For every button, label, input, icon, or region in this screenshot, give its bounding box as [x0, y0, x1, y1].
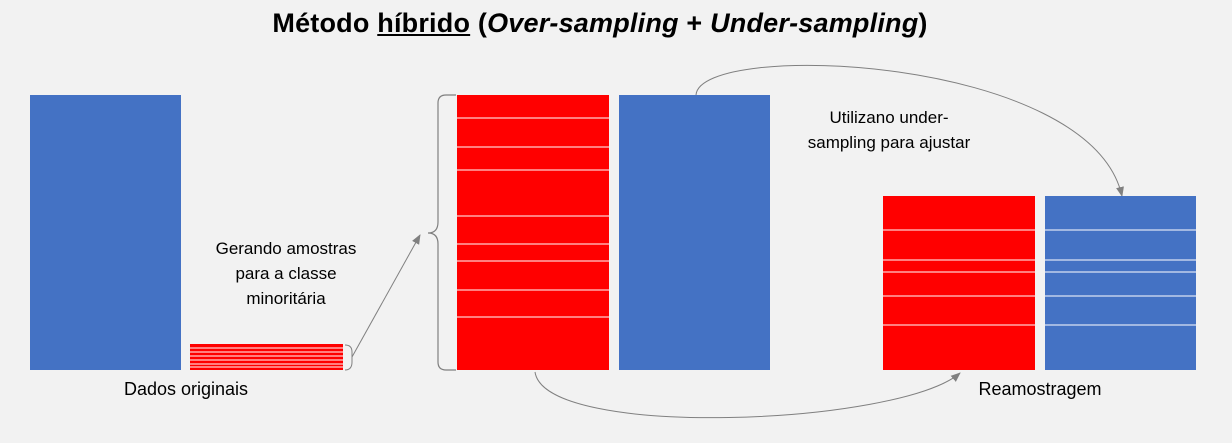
label-resampled: Reamostragem — [978, 379, 1102, 399]
majority-copy-block — [619, 95, 770, 370]
label-undersampling-line2: sampling para ajustar — [807, 133, 971, 152]
title-under-sampling: Under-sampling — [710, 8, 919, 38]
label-generating-line2: para a classe — [235, 264, 337, 283]
title-hybrid: híbrido — [377, 8, 471, 38]
label-generating-line3: minoritária — [246, 289, 326, 308]
original-minority-block — [190, 344, 353, 371]
label-generating-line1: Gerando amostras — [215, 239, 357, 258]
resampled-minority-block — [883, 196, 1035, 370]
label-undersampling: Utilizano under- sampling para ajustar — [783, 105, 995, 155]
title-over-sampling: Over-sampling — [487, 8, 679, 38]
label-original-data: Dados originais — [123, 379, 249, 399]
resampled-majority-block — [1045, 196, 1196, 370]
oversampling-arrow — [351, 234, 421, 358]
oversampled-minority-block — [457, 95, 609, 370]
label-generating-samples: Gerando amostras para a classe minoritár… — [196, 236, 376, 311]
title-prefix: Método — [272, 8, 378, 38]
oversampled-brace — [427, 94, 456, 371]
original-majority-block — [30, 95, 181, 370]
title-open-paren: ( — [470, 8, 488, 38]
resampling-arrow — [534, 371, 961, 419]
label-undersampling-line1: Utilizano under- — [829, 108, 949, 127]
title-close-paren: ) — [918, 8, 928, 38]
title-plus: + — [678, 8, 711, 38]
undersampling-arrow — [695, 64, 1124, 197]
diagram-title: Método híbrido (Over-sampling + Under-sa… — [0, 8, 1200, 39]
